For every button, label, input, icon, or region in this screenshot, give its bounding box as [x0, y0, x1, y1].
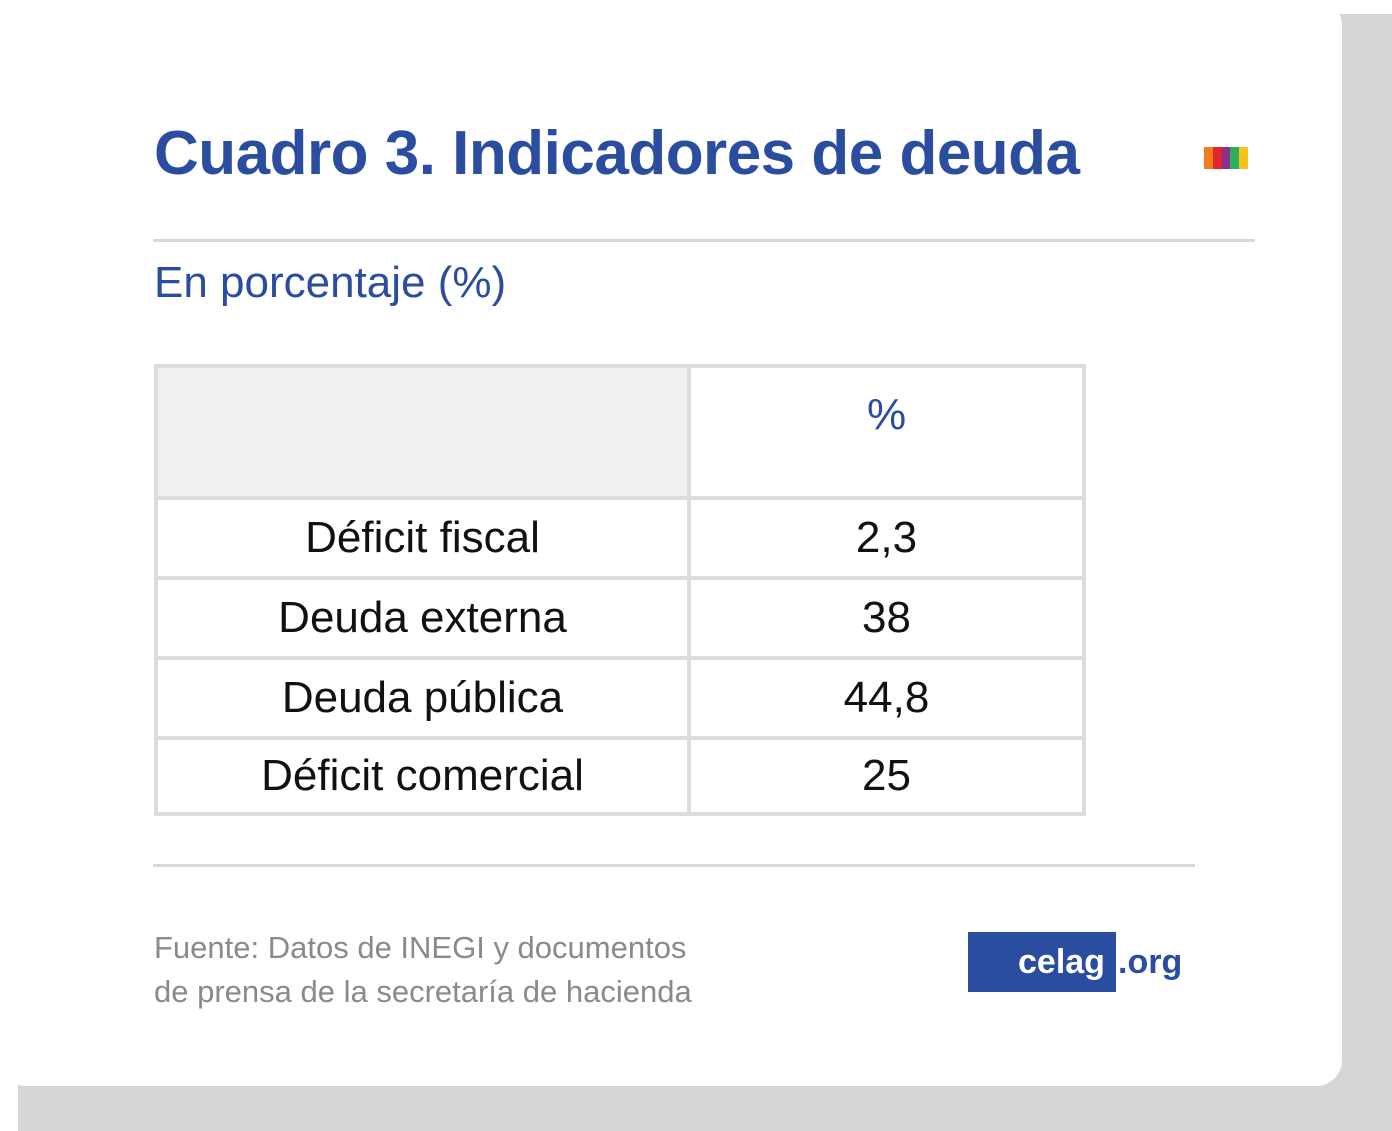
color-bar — [1221, 147, 1231, 169]
row-label: Déficit fiscal — [154, 496, 691, 580]
source-note: Fuente: Datos de INEGI y documentos de p… — [154, 926, 692, 1014]
infographic-card: Cuadro 3. Indicadores de deuda En porcen… — [153, 119, 1255, 1014]
table-row: Déficit fiscal 2,3 — [154, 496, 1086, 580]
table-header-empty — [154, 364, 691, 500]
page-title: Cuadro 3. Indicadores de deuda — [154, 119, 1080, 188]
row-label: Deuda pública — [154, 656, 691, 740]
subtitle: En porcentaje (%) — [154, 258, 507, 307]
color-bar — [1204, 147, 1213, 169]
color-bar — [1230, 147, 1240, 169]
row-value: 44,8 — [687, 656, 1086, 740]
table-row: Deuda externa 38 — [154, 576, 1086, 660]
table-header-row: % — [154, 364, 1086, 500]
indicators-table: % Déficit fiscal 2,3 Deuda externa 38 De… — [154, 364, 1086, 816]
row-label: Deuda externa — [154, 576, 691, 660]
row-value: 25 — [687, 736, 1086, 816]
table-row: Déficit comercial 25 — [154, 736, 1086, 816]
row-label: Déficit comercial — [154, 736, 691, 816]
row-value: 38 — [687, 576, 1086, 660]
brand-name: celag — [968, 932, 1116, 992]
color-bars-logo — [1204, 147, 1248, 169]
color-bar — [1239, 147, 1248, 169]
divider-top — [153, 239, 1255, 242]
row-value: 2,3 — [687, 496, 1086, 580]
table-header-percent: % — [687, 364, 1086, 500]
celag-logo: celag .org — [968, 932, 1182, 992]
table-row: Deuda pública 44,8 — [154, 656, 1086, 740]
color-bar — [1212, 147, 1222, 169]
source-line: Fuente: Datos de INEGI y documentos — [154, 930, 687, 965]
source-line: de prensa de la secretaría de hacienda — [154, 974, 692, 1009]
brand-domain: .org — [1118, 942, 1183, 981]
divider-bottom — [153, 864, 1195, 867]
